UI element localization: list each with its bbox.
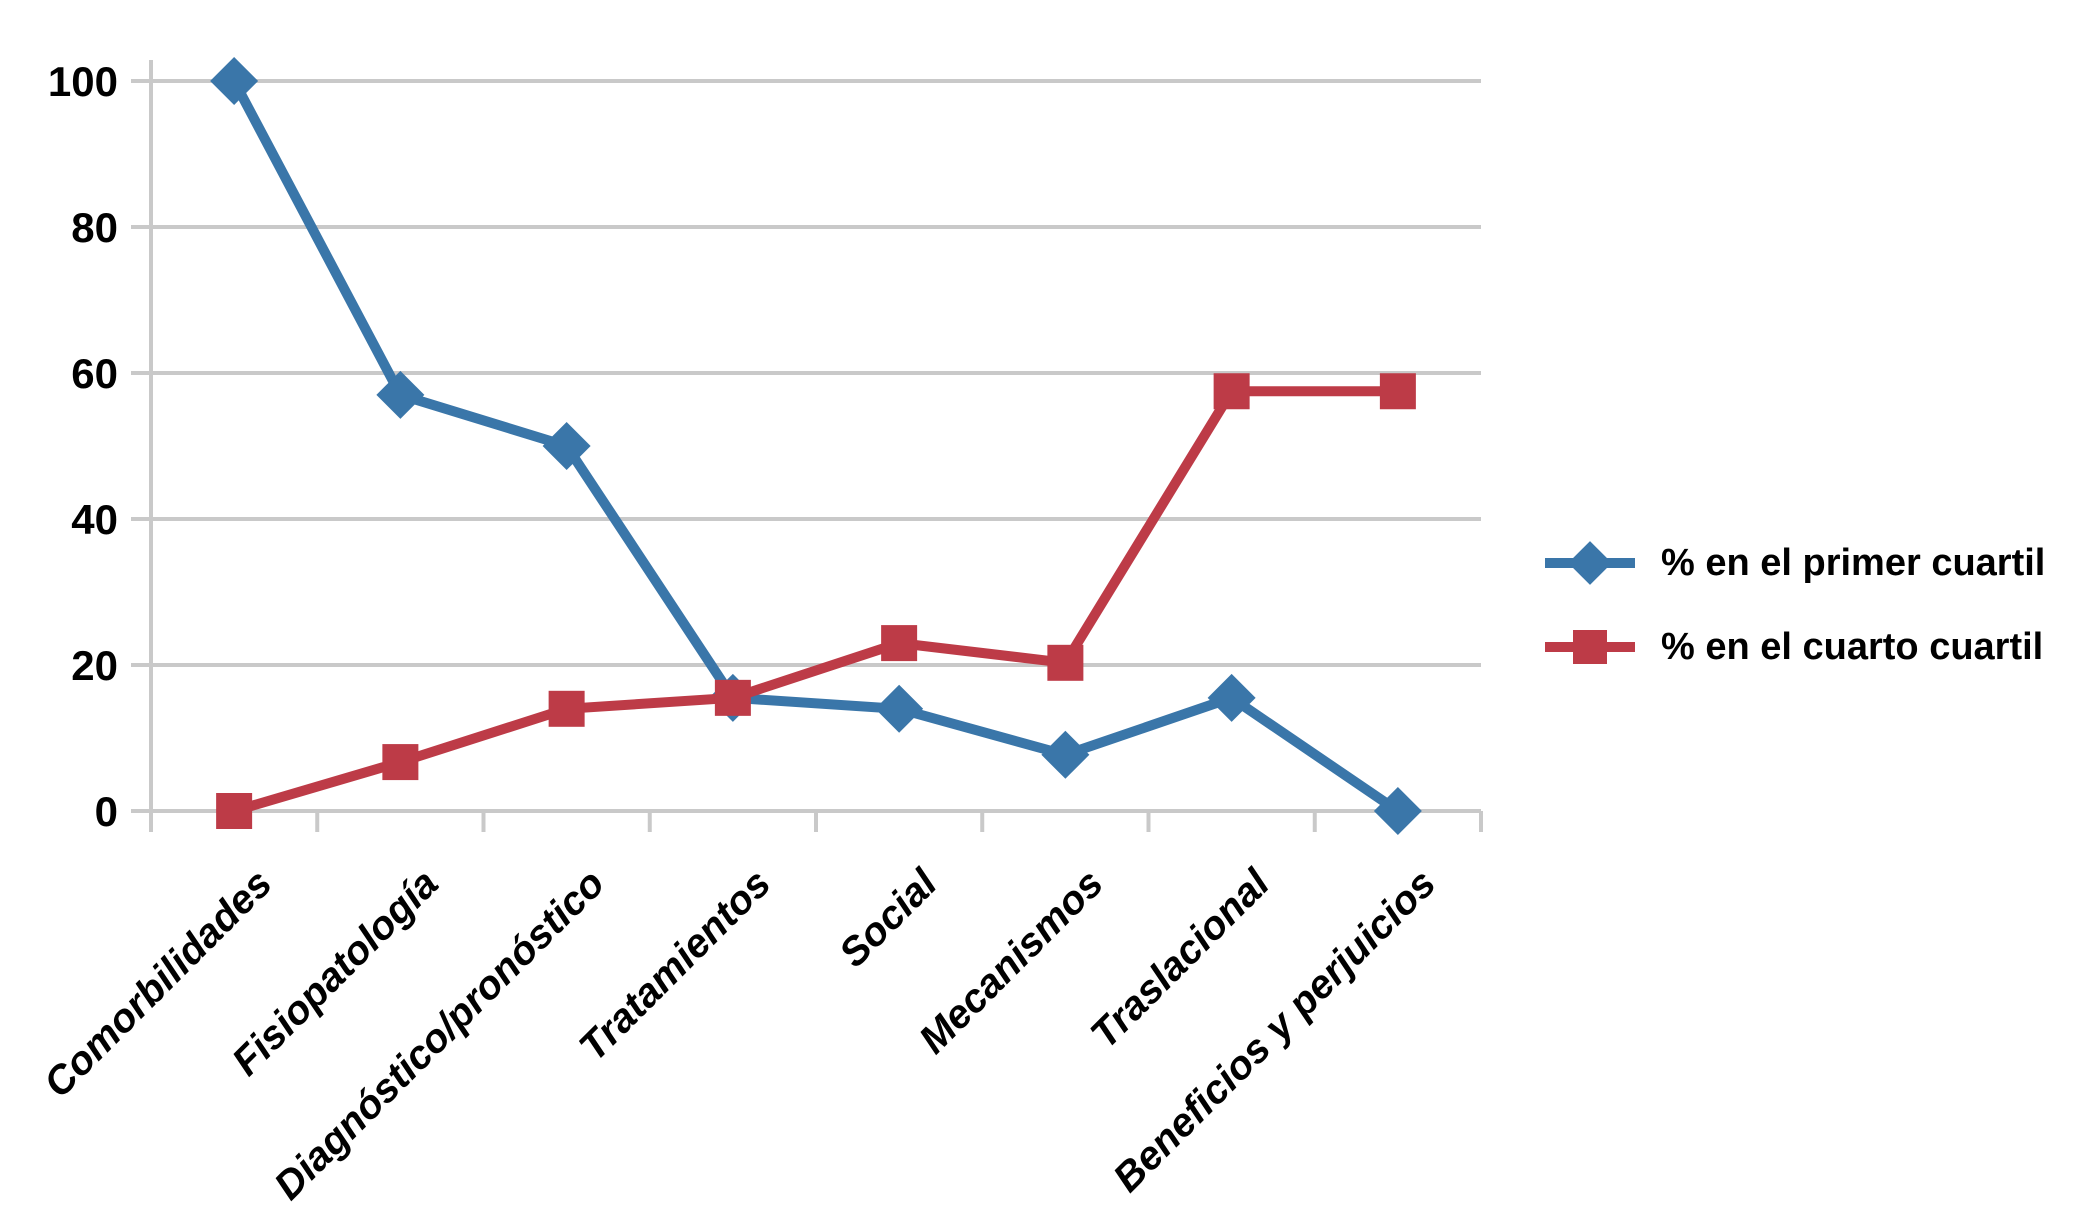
legend-item-primer-cuartil: % en el primer cuartil [1545,539,2045,587]
chart-legend: % en el primer cuartil % en el cuarto cu… [1545,539,2045,671]
y-tick-label-40: 40 [71,496,118,543]
data-point-diamond [1207,673,1256,722]
x-category-label: Social [831,861,946,976]
data-point-square [1047,644,1084,681]
data-point-diamond [542,422,591,470]
y-tick-label-60: 60 [71,350,118,397]
data-point-diamond [210,57,259,105]
data-point-square [1213,373,1250,410]
x-category-label: Beneficios y perjuicios [1105,861,1444,1200]
data-point-diamond [1373,787,1422,835]
data-point-diamond [376,370,425,419]
data-point-square [548,690,585,727]
series-line-0 [229,78,1401,816]
y-tick-label-100: 100 [48,58,118,105]
data-point-diamond [1041,730,1090,779]
data-point-square [881,625,918,662]
y-tick-label-80: 80 [71,204,118,251]
data-point-square [714,679,751,716]
legend-label-primer-cuartil: % en el primer cuartil [1661,541,2046,584]
legend-item-cuarto-cuartil: % en el cuarto cuartil [1545,623,2045,671]
y-tick-label-0: 0 [95,788,118,835]
primer-cuartil-series-icon [1545,539,1635,587]
series-line-1 [232,386,1398,816]
data-point-square [1379,373,1416,410]
cuarto-cuartil-series-icon [1545,623,1635,671]
data-point-square [382,744,419,781]
x-category-label: Diagnóstico/pronóstico [266,861,613,1208]
legend-label-cuarto-cuartil: % en el cuarto cuartil [1661,625,2044,668]
data-point-square [216,793,253,829]
square-marker-icon [1573,630,1607,664]
diamond-marker-icon [1568,541,1612,585]
y-tick-label-20: 20 [71,642,118,689]
data-point-diamond [875,684,924,733]
